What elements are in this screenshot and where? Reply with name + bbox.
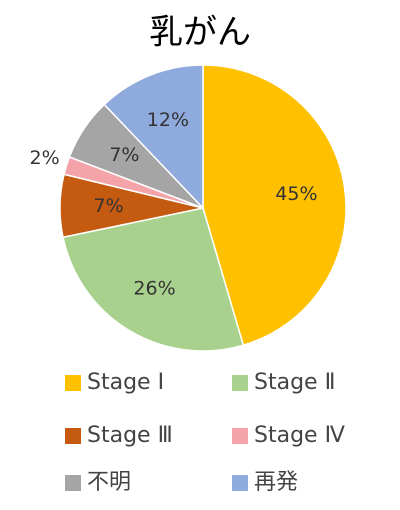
value-label: 2% <box>30 147 60 169</box>
pie-slice <box>62 207 245 352</box>
legend-label: Stage Ⅰ <box>87 370 164 395</box>
value-label: 26% <box>133 277 175 299</box>
legend-label: 再発 <box>254 470 298 495</box>
legend-label: Stage Ⅱ <box>254 370 335 395</box>
legend-label: Stage Ⅲ <box>87 423 173 448</box>
value-label: 12% <box>147 109 189 131</box>
pie-slice <box>202 64 347 347</box>
value-label: 7% <box>94 195 124 217</box>
value-label: 7% <box>109 144 139 166</box>
legend-swatch <box>65 375 81 391</box>
legend-swatch <box>232 475 248 491</box>
value-label: 45% <box>275 183 317 205</box>
legend-swatch <box>65 475 81 491</box>
pie-slice <box>103 64 204 210</box>
legend-swatch <box>232 428 248 444</box>
legend-swatch <box>232 375 248 391</box>
legend-swatch <box>65 428 81 444</box>
legend-label: Stage Ⅳ <box>254 423 346 448</box>
chart-title: 乳がん <box>149 13 251 53</box>
legend-label: 不明 <box>87 470 131 495</box>
